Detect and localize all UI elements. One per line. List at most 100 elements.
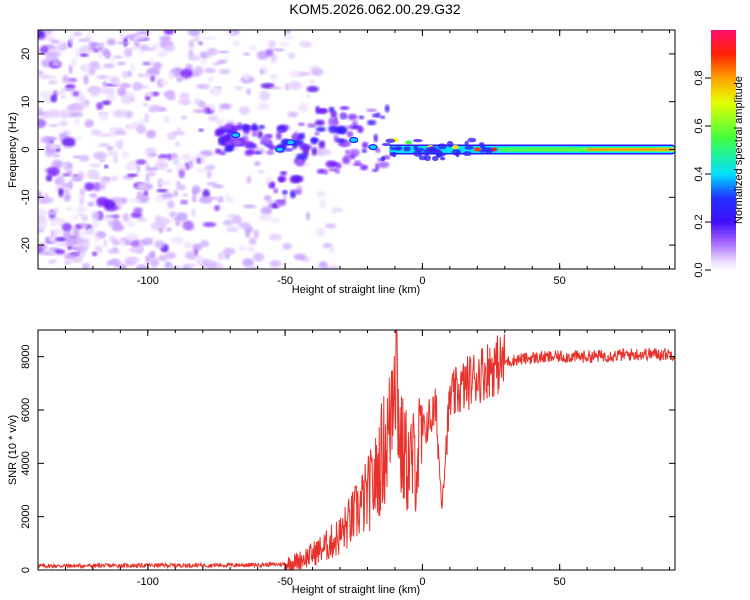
spectrogram-cell — [39, 45, 49, 55]
spectrogram-cell — [188, 159, 194, 169]
spectrogram-cell — [154, 160, 169, 171]
spectrogram-cell — [253, 151, 262, 155]
spectrogram-cell — [239, 245, 246, 252]
spectrogram-cell — [315, 126, 326, 132]
spectrogram-cell — [390, 146, 396, 151]
spectrogram-cell — [79, 223, 89, 228]
spectrogram-cell — [175, 67, 182, 75]
top-x-axis-title: Height of straight line (km) — [292, 284, 420, 296]
spectrogram-cell — [414, 147, 425, 152]
spectrogram-cell — [208, 115, 219, 122]
spectrogram-cell — [88, 68, 96, 76]
spectrogram-cell — [230, 31, 236, 35]
spectrogram-cell — [257, 102, 271, 111]
spectrogram-cell — [144, 147, 157, 156]
spectrogram-cell — [273, 48, 285, 52]
spectrogram-cell — [78, 233, 87, 238]
spectrogram-peak — [368, 144, 378, 151]
spectrogram-cell — [335, 138, 346, 143]
spectrogram-cell — [240, 123, 251, 131]
spectrogram-cell — [54, 90, 66, 95]
spectrogram-peak — [231, 132, 241, 139]
spectrogram-cell — [45, 210, 58, 216]
spectrogram-cell — [245, 229, 251, 238]
spectrogram-cell — [246, 88, 251, 95]
spectrogram-cell — [318, 140, 326, 149]
spectrogram-cell — [194, 65, 204, 76]
spectrogram-cell — [136, 182, 146, 191]
spectrogram-cell — [204, 67, 216, 74]
spectrogram-cell — [196, 157, 201, 164]
spectrogram-cell — [135, 159, 147, 165]
spectrogram-cell — [44, 192, 49, 201]
spectrogram-cell — [212, 184, 224, 189]
spectrogram-cell — [91, 251, 98, 257]
spectrogram-cell — [94, 245, 103, 254]
spectrogram-cell — [278, 42, 290, 47]
spectrogram-cell — [231, 216, 243, 224]
y-tick-label: 6000 — [20, 398, 32, 422]
spectrogram-cell — [242, 204, 256, 209]
spectrogram-cell — [58, 187, 64, 198]
spectrogram-cell — [90, 129, 102, 136]
spectrogram-cell — [258, 213, 272, 222]
spectrogram-cell — [176, 76, 182, 82]
spectrogram-cell — [357, 125, 364, 134]
spectrogram-cell — [72, 31, 83, 37]
spectrogram-cell — [176, 184, 187, 191]
spectrogram-cell — [41, 59, 50, 67]
spectrogram-cell — [106, 146, 114, 151]
spectrogram-cell — [340, 111, 346, 119]
spectrogram-cell — [424, 154, 431, 162]
spectrogram-cell — [106, 260, 116, 266]
spectrogram-cell — [57, 253, 63, 257]
spectrogram-cell — [113, 154, 118, 164]
spectrogram-cell — [188, 263, 197, 268]
spectrogram-cell — [217, 50, 230, 54]
spectrogram-cell — [293, 189, 302, 195]
spectrogram-cell — [112, 55, 123, 59]
spectrogram-cell — [219, 103, 232, 110]
spectrogram-cell — [174, 141, 181, 147]
spectrogram-cell — [285, 30, 292, 34]
spectrogram-cell — [41, 113, 52, 119]
spectrogram-cell — [149, 252, 156, 259]
spectrogram-cell — [68, 180, 73, 190]
spectrogram-cell — [81, 44, 93, 53]
y-tick-label: 2000 — [20, 504, 32, 528]
spectrogram-cell — [328, 117, 337, 124]
spectrogram-cell — [252, 252, 265, 262]
spectrogram-cell — [78, 195, 85, 206]
spectrogram-cell — [167, 200, 175, 209]
colorbar-tick-label: 0.6 — [693, 118, 705, 133]
spectrogram-cell — [150, 43, 159, 49]
spectrogram-cell — [464, 140, 469, 147]
spectrogram-cell — [194, 98, 202, 105]
spectrogram-cell — [232, 40, 241, 46]
colorbar-tick-label: 0.8 — [693, 70, 705, 85]
spectrogram-cell — [38, 108, 44, 112]
y-tick-label: 10 — [20, 96, 32, 108]
spectrogram-cell — [38, 30, 45, 38]
spectrogram-cell — [199, 59, 208, 64]
spectrogram-cell — [62, 161, 69, 172]
spectrogram-cell — [191, 195, 197, 203]
spectrogram-cell — [115, 139, 124, 150]
spectrogram-cell — [224, 193, 230, 202]
spectrogram-cell — [63, 192, 71, 202]
spectrogram-cell — [226, 226, 239, 233]
x-tick-label: -50 — [277, 576, 293, 588]
spectrogram-cell — [38, 219, 48, 227]
spectrogram-cell — [281, 190, 288, 195]
spectrogram-cell — [314, 132, 320, 136]
spectrogram-cell — [156, 188, 169, 193]
x-tick-label: 0 — [419, 576, 425, 588]
spectrogram-cell — [299, 143, 312, 151]
spectrogram-cell — [205, 164, 216, 171]
carrier-hotspot — [405, 140, 413, 145]
spectrogram-cell — [159, 35, 171, 42]
spectrogram-cell — [61, 137, 76, 148]
spectrogram-cell — [43, 30, 53, 36]
